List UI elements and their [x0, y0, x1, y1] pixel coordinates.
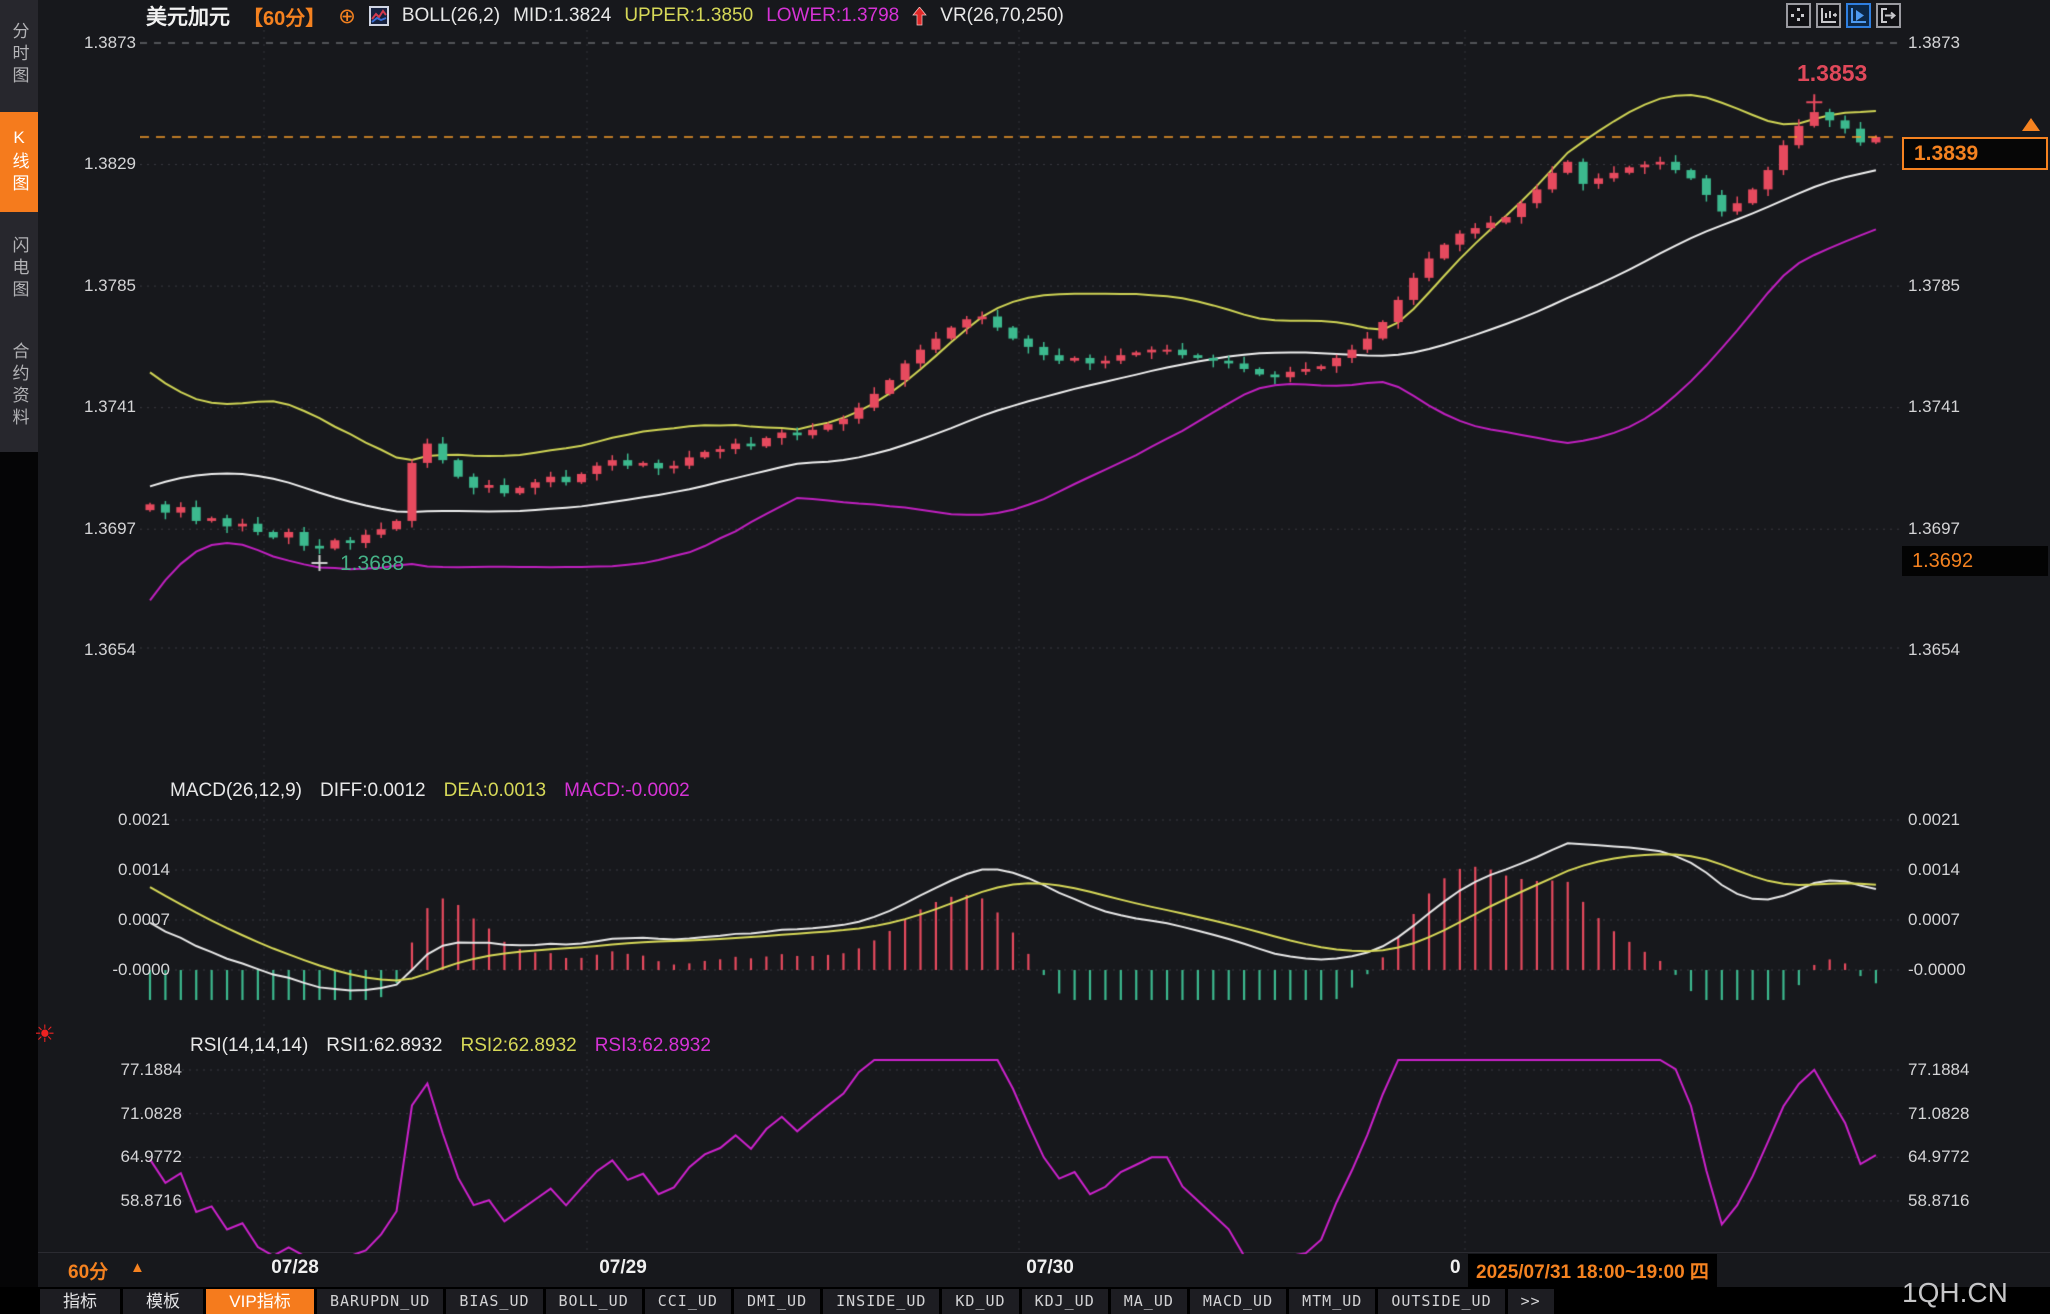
- exit-right-icon[interactable]: [1876, 3, 1901, 28]
- rsi-axis-label: 64.9772: [120, 1147, 182, 1166]
- tab-templates[interactable]: 模板: [123, 1289, 203, 1314]
- macd-axis-label: 0.0021: [118, 810, 170, 829]
- price-axis-label: 1.3741: [84, 397, 136, 416]
- boll-indicator-label: BOLL(26,2): [401, 5, 501, 26]
- tab-mtm-ud[interactable]: MTM_UD: [1289, 1289, 1376, 1314]
- sidebar-item-time-chart[interactable]: 分时图: [9, 22, 29, 88]
- tab-macd-ud[interactable]: MACD_UD: [1189, 1289, 1287, 1314]
- tab-kdj-ud[interactable]: KDJ_UD: [1021, 1289, 1108, 1314]
- price-axis-label: 1.3829: [84, 154, 136, 173]
- tab-kd-ud[interactable]: KD_UD: [942, 1289, 1019, 1314]
- indicator-tab-bar: 指标 模板 VIP指标 BARUPDN_UD BIAS_UD BOLL_UD C…: [0, 1287, 2050, 1314]
- rsi-axis-label: 71.0828: [1908, 1104, 1970, 1123]
- macd-hist-value: MACD:-0.0002: [564, 780, 690, 801]
- rsi3-value: RSI3:62.8932: [594, 1035, 711, 1056]
- price-axis-label: 1.3654: [84, 640, 136, 659]
- axis-zoom-icon[interactable]: [1816, 3, 1841, 28]
- tab-dmi-ud[interactable]: DMI_UD: [733, 1289, 821, 1314]
- price-up-triangle-icon: [2022, 118, 2040, 131]
- rsi2-value: RSI2:62.8932: [460, 1035, 577, 1056]
- tab-boll-ud[interactable]: BOLL_UD: [545, 1289, 642, 1314]
- high-annotation: 1.3853: [1797, 60, 1868, 86]
- tab-vip-indicators[interactable]: VIP指标: [206, 1289, 314, 1314]
- circle-plus-icon[interactable]: ⊕: [338, 4, 356, 28]
- chart-header: 美元加元 【60分】 ⊕ BOLL(26,2) MID:1.3824 UPPER…: [146, 3, 1064, 30]
- footer-up-triangle-icon[interactable]: ▲: [130, 1259, 145, 1276]
- alert-sun-icon[interactable]: ☀: [34, 1021, 56, 1048]
- tab-barupdn-ud[interactable]: BARUPDN_UD: [317, 1289, 444, 1314]
- time-axis-label: 07/30: [1026, 1257, 1074, 1278]
- sidebar-lower-filler: [0, 452, 38, 1314]
- price-axis-label: 1.3873: [1908, 33, 1960, 52]
- macd-axis-label: 0.0014: [1908, 860, 1960, 879]
- time-axis-partial-digit: 0: [1450, 1257, 1461, 1278]
- tab-ma-ud[interactable]: MA_UD: [1110, 1289, 1187, 1314]
- macd-axis-label: -0.0000: [1908, 960, 1966, 979]
- macd-axis-label: 0.0021: [1908, 810, 1960, 829]
- rsi-axis-label: 77.1884: [1908, 1060, 1970, 1079]
- tab-outside-ud[interactable]: OUTSIDE_UD: [1378, 1289, 1505, 1314]
- time-axis-label: 07/28: [271, 1257, 319, 1278]
- macd-title: MACD(26,12,9): [170, 780, 302, 801]
- watermark: 1QH.CN: [1902, 1277, 2008, 1308]
- crosshair-grid-icon[interactable]: [1786, 3, 1811, 28]
- low-annotation: 1.3688: [340, 552, 405, 575]
- secondary-price-box: 1.3692: [1902, 546, 2048, 576]
- tab-more[interactable]: >>: [1507, 1289, 1554, 1314]
- tab-cci-ud[interactable]: CCI_UD: [644, 1289, 731, 1314]
- price-axis-label: 1.3785: [1908, 276, 1960, 295]
- current-bar-datetime: 2025/07/31 18:00~19:00 四: [1468, 1254, 1717, 1287]
- chart-canvas[interactable]: [140, 30, 1900, 1255]
- boll-mid-value: MID:1.3824: [513, 5, 612, 26]
- price-axis-label: 1.3697: [84, 519, 136, 538]
- rsi-axis-label: 58.8716: [120, 1191, 182, 1210]
- chart-toolbar: [1786, 3, 1901, 28]
- price-axis-label: 1.3741: [1908, 397, 1960, 416]
- play-scroll-icon[interactable]: [1846, 3, 1871, 28]
- time-axis-label: 07/29: [599, 1257, 647, 1278]
- price-axis-label: 1.3785: [84, 276, 136, 295]
- sidebar-item-candlestick-chart[interactable]: K线图: [0, 112, 38, 212]
- footer-period-label[interactable]: 60分: [68, 1262, 109, 1283]
- tab-indicators[interactable]: 指标: [40, 1289, 120, 1314]
- rsi-axis-label: 58.8716: [1908, 1191, 1970, 1210]
- boll-upper-value: UPPER:1.3850: [624, 5, 754, 26]
- macd-axis-label: 0.0007: [1908, 910, 1960, 929]
- price-axis-label: 1.3654: [1908, 640, 1960, 659]
- vr-indicator-label: VR(26,70,250): [940, 5, 1064, 26]
- price-axis-label: 1.3873: [84, 33, 136, 52]
- current-price-box: 1.3839: [1902, 137, 2048, 170]
- macd-axis-label: -0.0000: [112, 960, 170, 979]
- macd-dea-value: DEA:0.0013: [443, 780, 547, 801]
- period-label[interactable]: 【60分】: [243, 7, 326, 30]
- sidebar-item-contract-info[interactable]: 合约资料: [9, 342, 29, 430]
- macd-diff-value: DIFF:0.0012: [320, 780, 426, 801]
- boll-lower-value: LOWER:1.3798: [766, 5, 900, 26]
- rsi-axis-label: 77.1884: [120, 1060, 182, 1079]
- chart-type-sidebar: 分时图 K线图 闪电图 合约资料: [0, 0, 38, 452]
- macd-header: MACD(26,12,9) DIFF:0.0012 DEA:0.0013 MAC…: [170, 779, 690, 803]
- up-arrow-icon: [912, 5, 928, 26]
- rsi-axis-label: 64.9772: [1908, 1147, 1970, 1166]
- tab-bias-ud[interactable]: BIAS_UD: [446, 1289, 543, 1314]
- rsi1-value: RSI1:62.8932: [326, 1035, 443, 1056]
- rsi-title: RSI(14,14,14): [190, 1035, 309, 1056]
- macd-axis-label: 0.0014: [118, 860, 170, 879]
- rsi-header: RSI(14,14,14) RSI1:62.8932 RSI2:62.8932 …: [190, 1034, 711, 1058]
- mini-chart-icon[interactable]: [368, 6, 389, 26]
- sidebar-item-lightning-chart[interactable]: 闪电图: [9, 236, 29, 302]
- symbol-name: 美元加元: [146, 6, 230, 29]
- rsi-axis-label: 71.0828: [120, 1104, 182, 1123]
- price-axis-label: 1.3697: [1908, 519, 1960, 538]
- macd-axis-label: 0.0007: [118, 910, 170, 929]
- tab-inside-ud[interactable]: INSIDE_UD: [823, 1289, 940, 1314]
